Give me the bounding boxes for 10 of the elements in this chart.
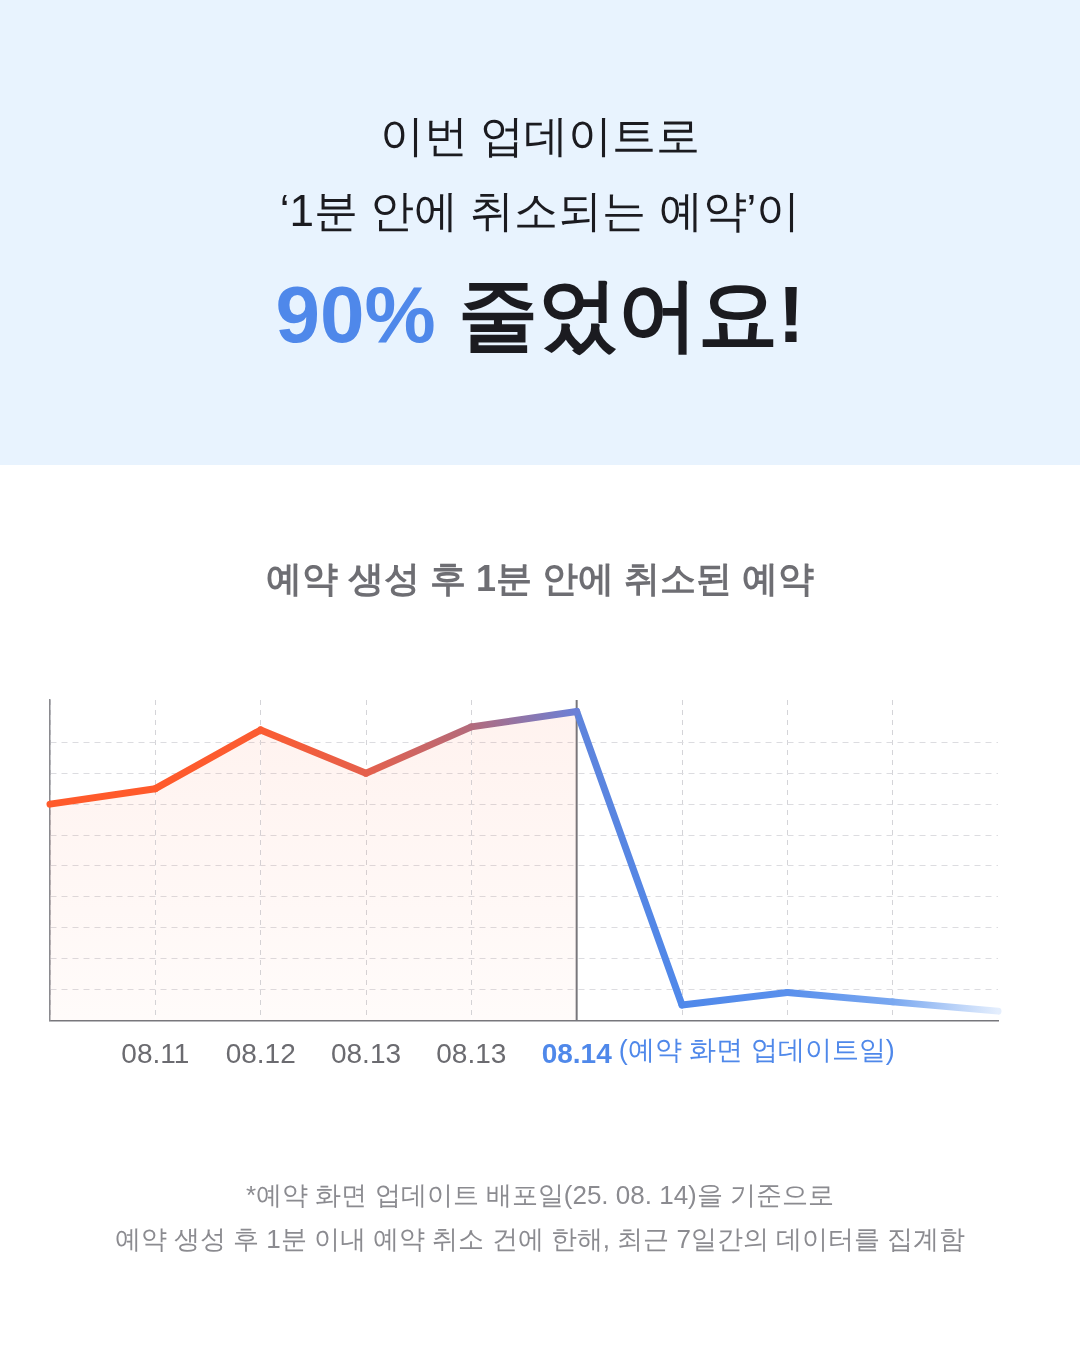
text: 예약 생성 후 1분 이내 예약 취소 건에 한해, 최근 7일간의 데이터를 집계함 bbox=[114, 1222, 966, 1256]
x-tick-label: 08.11 bbox=[121, 1037, 190, 1069]
x-tick-label: 08.12 bbox=[225, 1037, 296, 1069]
ref-line-label: (예약 화면 업데이트일) bbox=[618, 1035, 895, 1066]
text: *예약 화면 업데이트 배포일(25. 08. 14)을 기준으로 bbox=[246, 1178, 834, 1212]
chart-title: 이번 업데이트로 ‘1분 안에 취소되는 예약’이 90% 줄었어요! bbox=[275, 109, 805, 361]
x-tick-label: 08.14 bbox=[541, 1037, 613, 1069]
x-tick-label: 08.13 bbox=[436, 1037, 507, 1069]
chart-subtitle: 예약 생성 후 1분 안에 취소된 예약 bbox=[265, 556, 815, 601]
x-tick-label: 08.13 bbox=[330, 1037, 402, 1069]
